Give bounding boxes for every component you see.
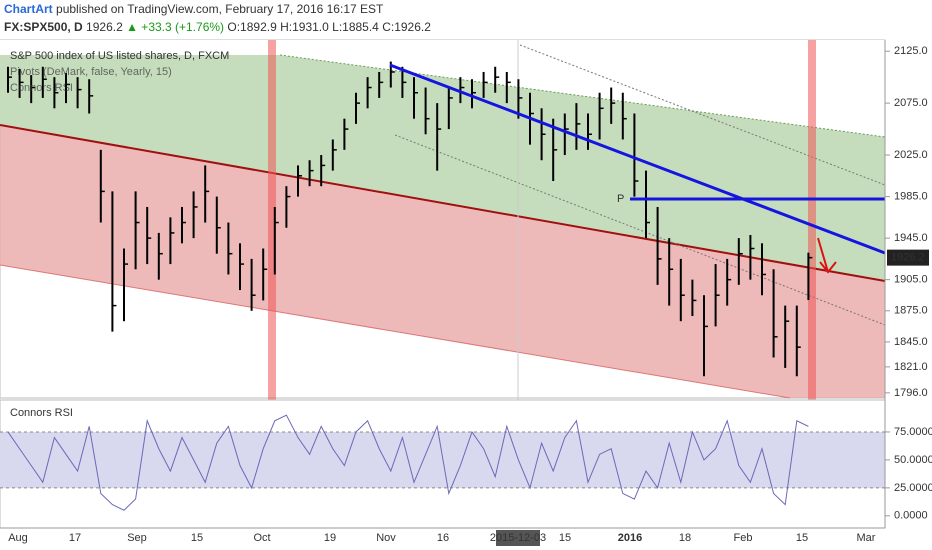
x-tick-label: 15 — [191, 532, 203, 544]
price-box — [887, 249, 929, 266]
channel-bottom — [0, 264, 791, 399]
channel-top — [279, 54, 886, 138]
y-tick-label: 1905.0 — [894, 274, 928, 286]
legend-item: Connors RSI — [10, 82, 73, 94]
upper-channel — [0, 55, 885, 281]
y-tick-label: 1796.0 — [894, 387, 928, 399]
published: published on TradingView.com, February 1… — [56, 2, 384, 16]
y-tick-label: 1845.0 — [894, 336, 928, 348]
pivot-label: P — [617, 193, 624, 205]
y-tick-label: 2125.0 — [894, 45, 928, 57]
x-tick-label: 2016 — [618, 532, 642, 544]
price: 1926.2 — [86, 20, 123, 34]
author: ChartArt — [4, 2, 53, 16]
regression-line — [0, 124, 886, 282]
x-tick-label: 17 — [69, 532, 81, 544]
y-tick-label: 0.0000 — [894, 510, 928, 522]
x-tick-label: Sep — [127, 532, 147, 544]
highlight-column — [808, 40, 816, 528]
trend-line — [389, 63, 886, 255]
x-tick-label: 2015-12-03 — [490, 532, 546, 544]
arrow — [817, 237, 837, 274]
x-tick-label: Oct — [253, 532, 270, 544]
y-tick-label: 1875.0 — [894, 305, 928, 317]
price-label: 1926.2 — [891, 252, 925, 264]
x-tick-label: 15 — [559, 532, 571, 544]
y-tick-label: 75.0000 — [894, 426, 932, 438]
dashed-trend — [519, 44, 886, 186]
y-tick-label: 1821.0 — [894, 361, 928, 373]
x-tick-label: 15 — [796, 532, 808, 544]
cursor-label-box — [496, 530, 540, 546]
highlight-column — [268, 40, 276, 528]
x-tick-label: Nov — [376, 532, 396, 544]
header-line: ChartArt published on TradingView.com, F… — [4, 2, 384, 16]
x-tick-label: Mar — [857, 532, 876, 544]
x-tick-label: Aug — [8, 532, 28, 544]
y-tick-label: 1945.0 — [894, 232, 928, 244]
symbol: FX:SPX500, D — [4, 20, 83, 34]
change: ▲ +33.3 (+1.76%) — [126, 20, 224, 34]
y-tick-label: 2025.0 — [894, 149, 928, 161]
y-tick-label: 50.0000 — [894, 454, 932, 466]
open: O:1892.9 — [227, 20, 277, 34]
rsi-line — [7, 414, 809, 511]
x-tick-label: 18 — [679, 532, 691, 544]
high: H:1931.0 — [280, 20, 329, 34]
x-tick-label: 19 — [324, 532, 336, 544]
quote-line: FX:SPX500, D 1926.2 ▲ +33.3 (+1.76%) O:1… — [4, 20, 431, 34]
rsi-title: Connors RSI — [10, 407, 73, 419]
x-tick-label: Feb — [734, 532, 753, 544]
dashed-trend — [394, 134, 886, 326]
y-tick-label: 1985.0 — [894, 190, 928, 202]
low: L:1885.4 — [332, 20, 379, 34]
y-tick-label: 25.0000 — [894, 482, 932, 494]
legend-title: S&P 500 index of US listed shares, D, FX… — [10, 50, 229, 62]
y-tick-label: 2075.0 — [894, 97, 928, 109]
lower-channel — [0, 125, 885, 398]
price-bars — [7, 61, 813, 377]
x-tick-label: 16 — [437, 532, 449, 544]
close: C:1926.2 — [382, 20, 431, 34]
legend-item: Pivots (DeMark, false, Yearly, 15) — [10, 66, 172, 78]
